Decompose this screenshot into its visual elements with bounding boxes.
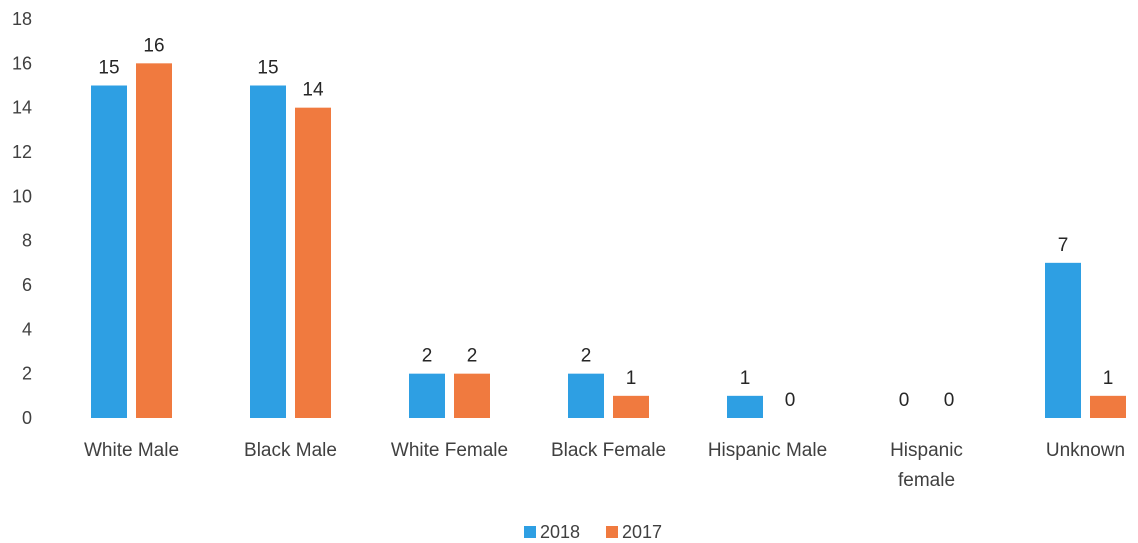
bar-2018 <box>568 373 604 418</box>
data-label: 14 <box>302 80 324 101</box>
bar-2018 <box>409 373 445 418</box>
x-category-label: Black Male <box>244 440 337 461</box>
y-tick-label: 0 <box>22 408 32 428</box>
data-label: 7 <box>1058 235 1069 256</box>
data-label: 0 <box>944 390 955 411</box>
y-tick-label: 12 <box>12 142 32 162</box>
x-category-label: White Male <box>84 440 179 461</box>
data-label: 16 <box>143 35 164 56</box>
y-tick-label: 4 <box>22 319 32 339</box>
x-category-label: Unknown <box>1046 440 1125 461</box>
legend-label: 2017 <box>622 522 662 542</box>
x-category-label-line: White Female <box>391 440 508 461</box>
x-category-label-line: Black Female <box>551 440 666 461</box>
x-axis: White Male Black Male White Female Black Fe… <box>84 440 1125 491</box>
x-category-label-line: White Male <box>84 440 179 461</box>
y-tick-label: 2 <box>22 364 32 384</box>
bars <box>91 63 1126 419</box>
x-category-label-line: Unknown <box>1046 440 1125 461</box>
x-category-label: Hispanic Male <box>708 440 827 461</box>
bar-2017 <box>295 107 331 419</box>
bar-2017 <box>1090 395 1126 418</box>
legend: 2018 2017 <box>524 522 662 542</box>
data-label: 2 <box>581 346 592 367</box>
data-label: 1 <box>1103 368 1114 389</box>
data-label: 15 <box>98 58 119 79</box>
y-tick-label: 18 <box>12 9 32 29</box>
bar-2018 <box>250 85 286 418</box>
data-label: 0 <box>785 390 796 411</box>
data-label: 1 <box>626 368 637 389</box>
data-label: 15 <box>257 58 278 79</box>
y-axis: 0 2 4 6 8 10 12 14 16 18 <box>12 9 32 428</box>
data-label: 0 <box>899 390 910 411</box>
x-category-label: Black Female <box>551 440 666 461</box>
y-tick-label: 6 <box>22 275 32 295</box>
y-tick-label: 16 <box>12 53 32 73</box>
bar-2017 <box>613 395 649 418</box>
x-category-label-line: Black Male <box>244 440 337 461</box>
bar-2018 <box>1045 262 1081 418</box>
data-label: 1 <box>740 368 751 389</box>
bar-2017 <box>454 373 490 418</box>
legend-label: 2018 <box>540 522 580 542</box>
data-label: 2 <box>467 346 478 367</box>
data-label: 2 <box>422 346 433 367</box>
bar-2017 <box>136 63 172 418</box>
x-category-label-line: female <box>898 470 955 491</box>
x-category-label: Hispanic female <box>890 440 963 491</box>
bar-2018 <box>91 85 127 418</box>
y-tick-label: 8 <box>22 231 32 251</box>
y-tick-label: 10 <box>12 186 32 206</box>
x-category-label-line: Hispanic <box>890 440 963 461</box>
legend-swatch-2017 <box>606 526 618 538</box>
bar-2018 <box>727 395 763 418</box>
y-tick-label: 14 <box>12 98 32 118</box>
x-category-label-line: Hispanic Male <box>708 440 827 461</box>
data-labels: 15 16 15 14 2 2 2 1 1 0 0 0 7 1 <box>98 35 1113 411</box>
legend-swatch-2018 <box>524 526 536 538</box>
x-category-label: White Female <box>391 440 508 461</box>
